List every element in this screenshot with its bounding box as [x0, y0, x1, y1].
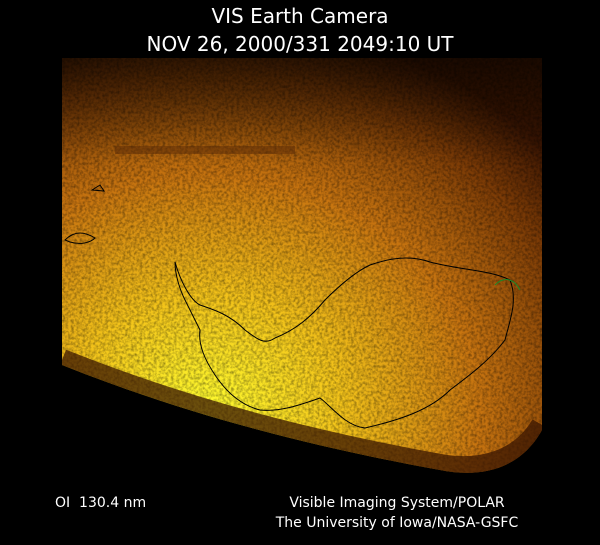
title: VIS Earth Camera — [211, 4, 388, 28]
coastline-segment — [494, 279, 521, 291]
coastline — [64, 184, 514, 429]
instrument: Visible Imaging System/POLAR — [289, 495, 505, 511]
wavelength: OI 130.4 nm — [55, 495, 146, 511]
timestamp: NOV 26, 2000/331 2049:10 UT — [146, 32, 454, 56]
credit: The University of Iowa/NASA-GSFC — [275, 515, 519, 531]
earth-image — [62, 58, 542, 473]
